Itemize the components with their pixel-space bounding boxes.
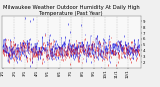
Title: Milwaukee Weather Outdoor Humidity At Daily High Temperature (Past Year): Milwaukee Weather Outdoor Humidity At Da…	[3, 5, 140, 16]
